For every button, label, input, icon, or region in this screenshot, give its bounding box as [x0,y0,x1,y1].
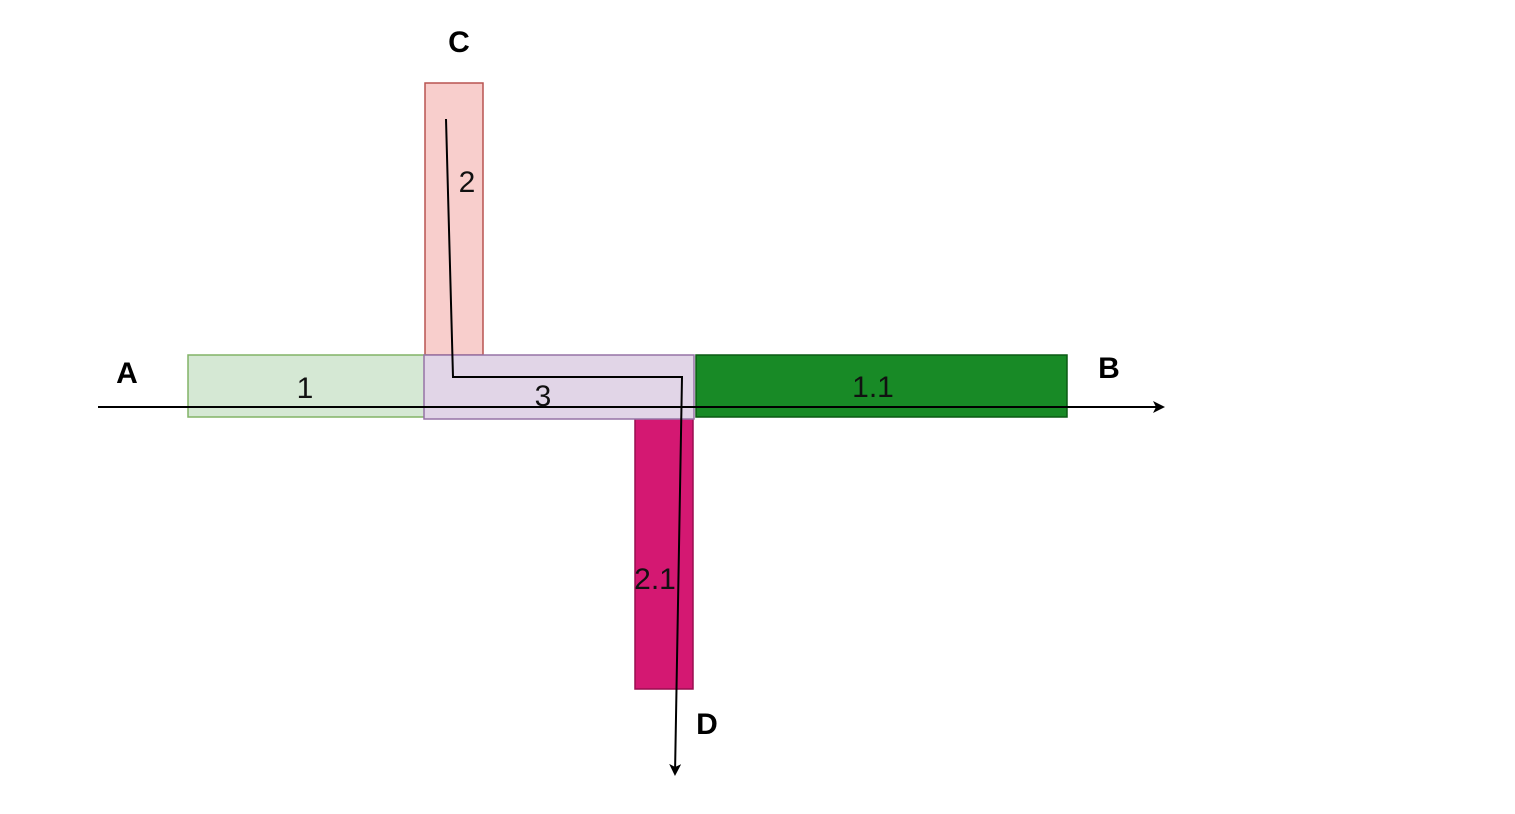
region-2-label: 2 [459,166,476,199]
region-2 [424,82,484,356]
endpoint-a-label: A [116,357,138,390]
endpoint-c-label: C [448,26,470,59]
endpoint-b-label: B [1098,352,1120,385]
region-2-1 [634,417,694,690]
region-3-label: 3 [535,380,552,413]
region-2-1-label: 2.1 [634,563,676,596]
region-3 [423,354,695,420]
endpoint-d-label: D [696,708,718,741]
region-1-1-label: 1.1 [852,371,894,404]
path-c-to-d-arrow [445,118,684,776]
region-1-label: 1 [297,372,314,405]
